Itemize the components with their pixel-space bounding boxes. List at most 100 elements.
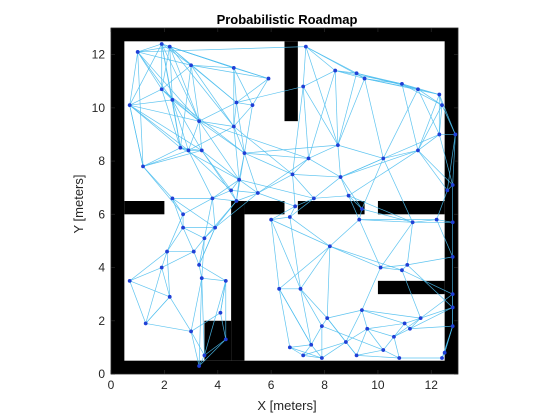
roadmap-edge <box>271 219 331 247</box>
roadmap-edge <box>305 46 336 71</box>
roadmap-edge <box>129 51 139 106</box>
roadmap-edge <box>308 70 336 159</box>
roadmap-edge <box>382 89 419 159</box>
roadmap-edge <box>198 355 205 367</box>
roadmap-edge <box>302 344 312 356</box>
roadmap-edge <box>193 251 200 266</box>
roadmap-node <box>440 356 444 360</box>
roadmap-node <box>234 100 239 105</box>
roadmap-edge <box>198 339 227 367</box>
roadmap-edge <box>409 307 453 330</box>
roadmap-edge <box>212 179 240 199</box>
roadmap-edge <box>329 245 403 271</box>
roadmap-node <box>397 356 402 360</box>
roadmap-edge <box>142 150 189 167</box>
roadmap-edge <box>356 355 400 359</box>
roadmap-edge <box>233 67 253 106</box>
roadmap-edge <box>295 198 314 207</box>
roadmap-edge <box>142 147 181 167</box>
roadmap-node <box>365 326 370 331</box>
roadmap-edge <box>212 198 216 228</box>
roadmap-edge <box>233 104 253 127</box>
roadmap-node <box>231 124 236 129</box>
roadmap-edge <box>313 195 349 199</box>
roadmap-node <box>213 225 218 230</box>
roadmap-edge <box>300 288 312 345</box>
roadmap-edge <box>409 325 453 330</box>
roadmap-edge <box>292 174 341 178</box>
roadmap-node <box>231 66 236 70</box>
roadmap-edge <box>380 264 408 268</box>
roadmap-node <box>170 196 175 201</box>
roadmap-node <box>333 68 338 73</box>
roadmap-edge <box>412 219 437 223</box>
roadmap-node <box>159 265 164 270</box>
roadmap-edge <box>401 270 421 319</box>
roadmap-node <box>408 326 412 331</box>
roadmap-edge <box>161 251 194 268</box>
roadmap-edge <box>383 150 419 159</box>
roadmap-edge <box>361 309 421 319</box>
roadmap-edge <box>129 88 162 106</box>
edge-layer <box>129 43 456 367</box>
axes-box <box>110 27 459 375</box>
roadmap-edge <box>236 153 245 202</box>
roadmap-edge <box>289 347 322 359</box>
roadmap-edge <box>337 78 365 146</box>
roadmap-edge <box>257 174 293 194</box>
roadmap-node <box>311 196 316 201</box>
roadmap-edge <box>340 158 384 178</box>
roadmap-edge <box>198 102 237 122</box>
roadmap-edge <box>180 65 192 148</box>
roadmap-edge <box>302 86 339 146</box>
roadmap-edge <box>361 267 381 311</box>
roadmap-edge <box>337 144 384 159</box>
y-tick-label: 2 <box>98 314 105 328</box>
roadmap-edge <box>340 176 349 196</box>
roadmap-edge <box>142 150 202 167</box>
roadmap-edge <box>244 152 293 175</box>
roadmap-edge <box>252 78 269 106</box>
roadmap-edge <box>172 198 184 228</box>
roadmap-edge <box>212 197 237 202</box>
roadmap-edge <box>220 280 227 313</box>
roadmap-edge <box>161 64 192 90</box>
roadmap-node <box>301 353 306 358</box>
roadmap-node <box>277 286 282 291</box>
roadmap-node <box>189 63 193 68</box>
roadmap-edge <box>236 102 245 154</box>
roadmap-node <box>186 148 191 153</box>
roadmap-edge <box>166 227 184 252</box>
roadmap-edge <box>198 120 240 180</box>
roadmap-edge <box>329 245 381 268</box>
x-tick-label: 12 <box>425 378 439 392</box>
roadmap-edge <box>169 296 192 332</box>
roadmap-edge <box>270 206 296 220</box>
roadmap-node <box>378 265 383 270</box>
roadmap-node <box>223 337 228 342</box>
roadmap-edge <box>236 86 304 103</box>
roadmap-edge <box>340 150 419 178</box>
roadmap-node <box>287 345 292 350</box>
roadmap-edge <box>129 104 189 151</box>
roadmap-edge <box>129 104 181 149</box>
roadmap-edge <box>313 176 341 199</box>
roadmap-edge <box>145 296 170 324</box>
roadmap-node <box>170 97 175 102</box>
roadmap-edge <box>191 64 234 69</box>
y-tick-label: 6 <box>98 207 105 221</box>
roadmap-edge <box>335 70 403 85</box>
roadmap-edge <box>361 208 413 223</box>
roadmap-node <box>402 321 407 326</box>
roadmap-edge <box>239 179 314 199</box>
roadmap-node <box>165 249 169 254</box>
roadmap-edge <box>190 312 221 332</box>
roadmap-edge <box>417 88 440 95</box>
roadmap-edge <box>289 216 301 289</box>
roadmap-edge <box>172 99 181 148</box>
roadmap-node <box>450 220 455 225</box>
roadmap-node <box>416 148 420 153</box>
roadmap-node <box>135 50 140 54</box>
roadmap-edge <box>188 150 232 191</box>
roadmap-edge <box>278 288 312 345</box>
